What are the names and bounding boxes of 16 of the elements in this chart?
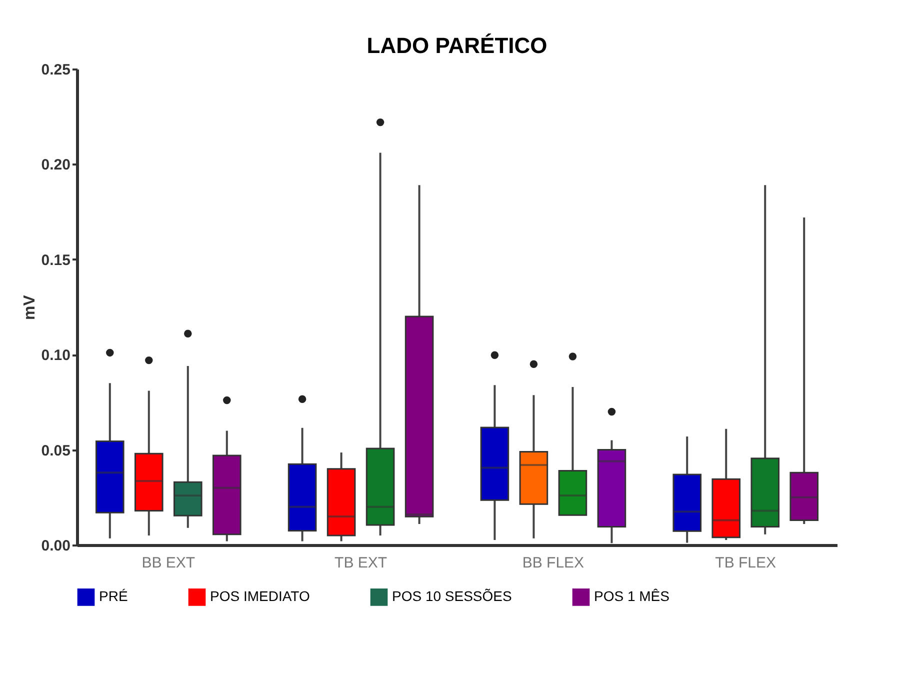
legend-label: POS IMEDIATO [210, 588, 310, 604]
chart-title: LADO PARÉTICO [366, 33, 548, 58]
y-tick-label: 0.05 [41, 442, 70, 460]
y-tick-label: 0.25 [41, 62, 70, 78]
y-tick-label: 0.15 [41, 252, 70, 269]
y-axis-title: mV [21, 294, 38, 320]
x-tick-label: BB EXT [142, 554, 196, 572]
y-tick-label: 0.10 [41, 347, 70, 364]
y-tick-label: 0.20 [41, 156, 70, 174]
x-tick-label: TB FLEX [715, 554, 776, 572]
x-tick-label: TB EXT [334, 554, 388, 572]
y-tick-label: 0.00 [41, 538, 70, 554]
legend-label: POS 1 MÊS [594, 588, 670, 604]
legend-label: PRÉ [99, 588, 128, 604]
x-tick-label: BB FLEX [522, 554, 584, 572]
legend-label: POS 10 SESSÕES [392, 588, 512, 604]
